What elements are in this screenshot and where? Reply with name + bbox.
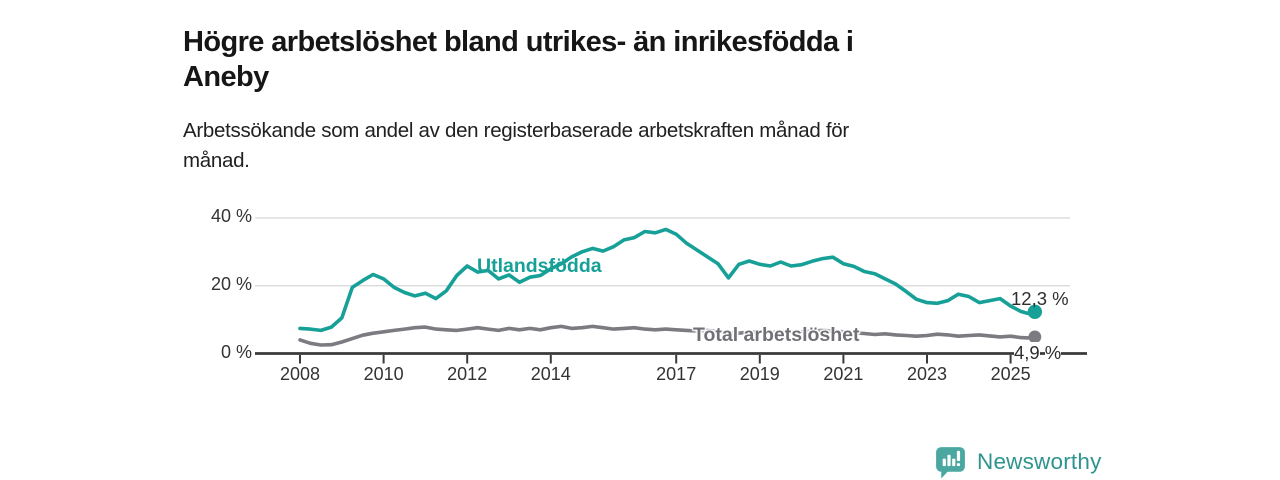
y-axis-labels: 0 % 20 % 40 % bbox=[178, 0, 252, 480]
page-title-line-1: Högre arbetslöshet bland utrikes- än inr… bbox=[183, 26, 854, 59]
newsworthy-logo: Newsworthy bbox=[933, 444, 1102, 479]
series-end-dot-1 bbox=[1027, 304, 1043, 320]
page-subtitle: Arbetssökande som andel av den registerb… bbox=[183, 116, 1083, 176]
x-tick-label: 2008 bbox=[279, 364, 321, 384]
series-label-utlandsfodda: Utlandsfödda bbox=[477, 255, 602, 277]
x-tick-label: 2012 bbox=[447, 364, 488, 384]
newsworthy-speech-bubble-icon bbox=[936, 447, 965, 479]
y-tick-label: 0 % bbox=[220, 341, 252, 362]
x-tick-label: 2014 bbox=[530, 364, 571, 384]
page-subtitle-line-1: Arbetssökande som andel av den registerb… bbox=[183, 119, 849, 142]
page-title: Högre arbetslöshet bland utrikes- än inr… bbox=[183, 25, 1083, 95]
x-tick-label: 2023 bbox=[906, 364, 948, 384]
y-tick-label: 20 % bbox=[210, 273, 252, 294]
series-end-dot-2 bbox=[1028, 330, 1042, 344]
x-tick-label: 2019 bbox=[739, 364, 780, 384]
x-tick-label: 2010 bbox=[363, 364, 404, 384]
series-line-1 bbox=[298, 227, 1037, 333]
end-value-total-unit: % bbox=[1044, 342, 1062, 364]
brand-name: Newsworthy bbox=[977, 448, 1102, 474]
page-title-line-2: Aneby bbox=[183, 61, 269, 94]
end-value-label-utlandsfodda: 12,3 % bbox=[1011, 288, 1069, 309]
end-value-label-total: 4,9 % bbox=[1014, 342, 1062, 364]
series-line-2 bbox=[298, 324, 1037, 347]
x-tick-label: 2025 bbox=[990, 364, 1031, 384]
x-tick-label: 2017 bbox=[656, 364, 697, 384]
end-value-total-number: 4,9 bbox=[1014, 342, 1040, 364]
y-tick-label: 40 % bbox=[210, 205, 252, 226]
page-subtitle-line-2: månad. bbox=[183, 149, 250, 172]
x-tick-label: 2021 bbox=[823, 364, 864, 384]
series-label-total-arbetsloshet: Total arbetslöshet bbox=[693, 324, 860, 346]
